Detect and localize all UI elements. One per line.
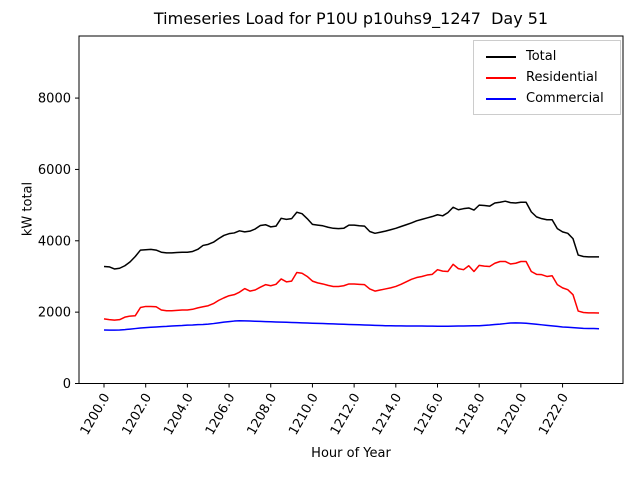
chart-title: Timeseries Load for P10U p10uhs9_1247 Da…: [153, 9, 549, 28]
series-line-residential: [103, 260, 600, 321]
axes-frame: [78, 35, 624, 384]
y-tick-label: 0: [63, 377, 71, 392]
x-tick-label: 1206.0: [203, 391, 239, 438]
y-tick-label: 6000: [38, 163, 71, 178]
y-tick-label: 4000: [38, 234, 71, 249]
x-tick-label: 1200.0: [78, 391, 114, 438]
legend-line-total: [486, 55, 516, 58]
legend: Total Residential Commercial: [473, 40, 621, 115]
x-tick-label: 1204.0: [161, 391, 197, 438]
x-tick-label: 1202.0: [119, 391, 155, 438]
x-tick-label: 1214.0: [370, 391, 406, 438]
x-tick-label: 1222.0: [536, 391, 572, 438]
x-tick-label: 1212.0: [328, 391, 364, 438]
legend-item-residential: Residential: [486, 67, 612, 88]
legend-item-commercial: Commercial: [486, 88, 612, 109]
legend-label-total: Total: [526, 49, 557, 64]
legend-label-residential: Residential: [526, 70, 598, 85]
y-axis-label: kW total: [20, 181, 36, 237]
series-line-commercial: [103, 319, 600, 331]
x-tick-label: 1210.0: [286, 391, 322, 438]
x-tick-label: 1220.0: [495, 391, 531, 438]
y-tick-label: 8000: [38, 92, 71, 107]
legend-item-total: Total: [486, 46, 612, 67]
x-tick-label: 1208.0: [244, 391, 280, 438]
x-axis-label: Hour of Year: [311, 446, 391, 461]
legend-line-residential: [486, 76, 516, 79]
legend-line-commercial: [486, 97, 516, 100]
legend-label-commercial: Commercial: [526, 91, 604, 106]
y-tick-label: 2000: [38, 306, 71, 321]
series-line-total: [103, 200, 600, 270]
x-tick-label: 1216.0: [411, 391, 447, 438]
x-tick-label: 1218.0: [453, 391, 489, 438]
